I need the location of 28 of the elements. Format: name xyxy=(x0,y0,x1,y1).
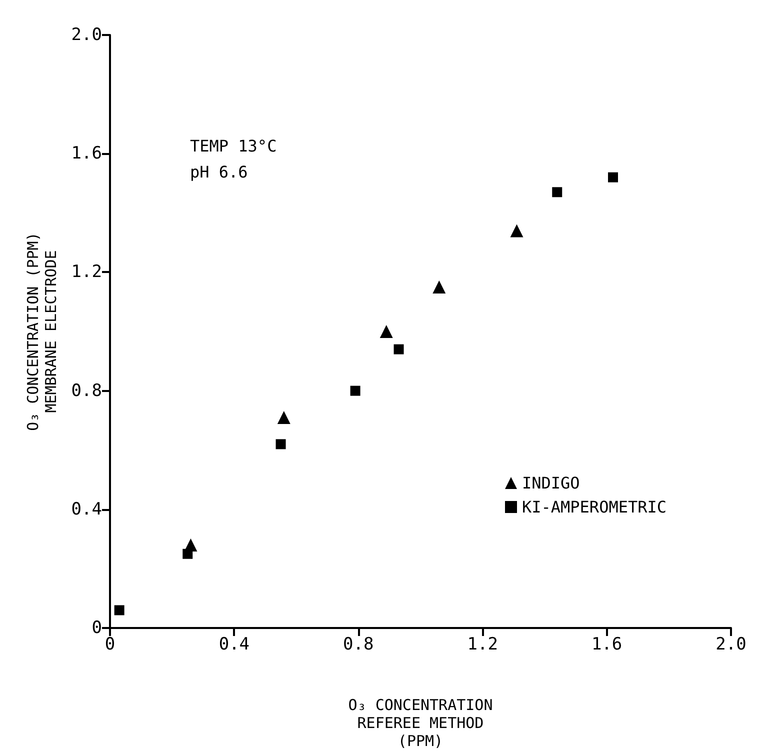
legend-label: KI-AMPEROMETRIC xyxy=(522,498,666,516)
point xyxy=(552,187,562,198)
point xyxy=(432,280,446,294)
x-tick-label: 0.8 xyxy=(343,634,374,654)
x-tick-label: 0 xyxy=(104,634,116,654)
point xyxy=(510,224,524,238)
y-axis-title: O₃ CONCENTRATION (PPM) MEMBRANE ELECTRODE xyxy=(24,232,60,431)
y-tick-label: 0.8 xyxy=(71,380,102,401)
point xyxy=(394,344,404,354)
y-tick-label: 1.6 xyxy=(71,144,102,164)
point xyxy=(350,386,360,396)
point xyxy=(608,172,618,182)
x-tick-label: 2.0 xyxy=(716,634,746,654)
y-tick-label: 1.2 xyxy=(71,262,102,282)
x-tick-label: 0.4 xyxy=(218,634,250,654)
point xyxy=(276,439,286,450)
y-tick-label: 0.4 xyxy=(71,499,102,520)
point xyxy=(380,325,393,338)
y-tick-label: 2.0 xyxy=(71,25,102,45)
legend-label: INDIGO xyxy=(522,474,580,492)
point xyxy=(114,605,124,616)
x-tick-label: 1.6 xyxy=(591,634,622,654)
x-axis-title: O₃ CONCENTRATION REFEREE METHOD (PPM) xyxy=(348,696,493,750)
point xyxy=(182,548,193,559)
point xyxy=(277,410,290,424)
x-tick-label: 1.2 xyxy=(467,634,498,654)
annotation: TEMP 13°C pH 6.6 xyxy=(190,136,277,182)
y-tick-label: 0 xyxy=(92,618,102,638)
